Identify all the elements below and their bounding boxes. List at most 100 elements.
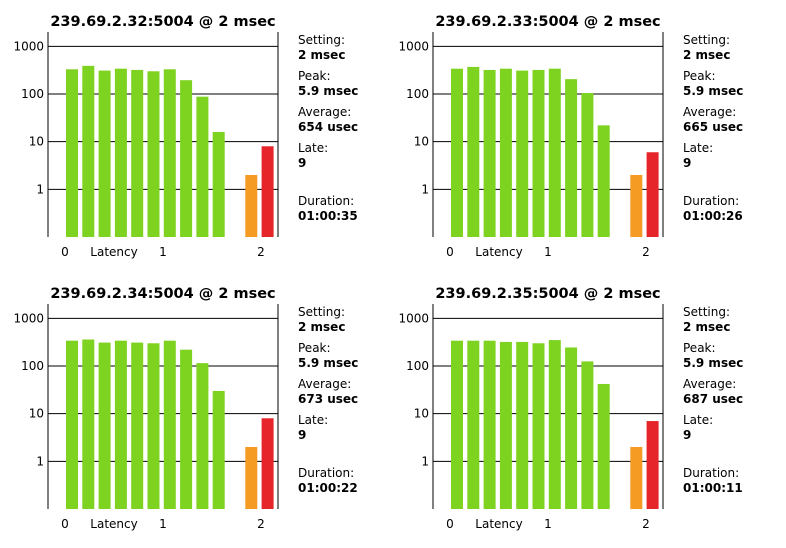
duration-value: 01:00:35: [298, 209, 358, 223]
x-tick-label: 1: [544, 517, 552, 531]
bar: [131, 69, 144, 238]
bar: [82, 339, 95, 509]
y-tick-label: 1000: [13, 39, 44, 53]
stats-block: Setting: 2 msec Peak: 5.9 msec Average: …: [298, 33, 390, 230]
bar: [532, 343, 545, 509]
x-tick-label: 2: [257, 245, 265, 259]
chart-title: 239.69.2.33:5004 @ 2 msec: [435, 14, 660, 30]
bar: [66, 340, 78, 509]
bar: [261, 146, 274, 237]
duration-value: 01:00:26: [683, 209, 743, 223]
setting-label: Setting:: [683, 305, 731, 319]
peak-value: 5.9 msec: [298, 84, 359, 98]
bar: [66, 69, 78, 238]
x-tick-label: 1: [544, 245, 552, 259]
setting-value: 2 msec: [683, 320, 731, 334]
late-label: Late:: [298, 141, 329, 155]
bar: [548, 68, 561, 238]
x-tick-label: 0: [61, 245, 69, 259]
x-tick-label: 2: [257, 517, 265, 531]
bar: [163, 340, 176, 509]
x-tick-label: 2: [642, 517, 650, 531]
y-tick-label: 1: [36, 182, 44, 196]
average-label: Average:: [298, 105, 352, 119]
bar: [261, 418, 274, 509]
average-value: 654 usec: [298, 120, 359, 134]
x-axis-label: Latency: [90, 245, 137, 259]
bar: [581, 93, 594, 237]
late-value: 9: [683, 156, 692, 170]
peak-label: Peak:: [683, 341, 716, 355]
average-label: Average:: [683, 105, 737, 119]
y-tick-label: 1000: [398, 39, 429, 53]
peak-value: 5.9 msec: [683, 84, 744, 98]
bar: [483, 69, 496, 238]
bar: [147, 343, 160, 509]
y-tick-label: 100: [21, 87, 44, 101]
latency-panel: 239.69.2.34:5004 @ 2 msec 1000 100 10 1 0 1 2 La…: [0, 272, 393, 546]
setting-value: 2 msec: [298, 48, 346, 62]
setting-value: 2 msec: [683, 48, 731, 62]
late-label: Late:: [683, 413, 714, 427]
peak-label: Peak:: [298, 341, 331, 355]
bar: [597, 383, 610, 509]
bar: [180, 349, 193, 509]
x-tick-label: 1: [159, 245, 167, 259]
late-value: 9: [298, 156, 307, 170]
bar: [646, 421, 659, 509]
duration-value: 01:00:22: [298, 481, 358, 495]
y-tick-label: 100: [406, 359, 429, 373]
bar: [98, 342, 111, 509]
bar: [597, 125, 610, 237]
bar: [114, 340, 127, 509]
bar: [114, 68, 127, 238]
duration-value: 01:00:11: [683, 481, 743, 495]
x-tick-label: 0: [446, 245, 454, 259]
bar: [630, 446, 643, 509]
peak-value: 5.9 msec: [683, 356, 744, 370]
y-tick-label: 100: [21, 359, 44, 373]
x-tick-label: 0: [446, 517, 454, 531]
bar: [548, 340, 561, 509]
y-tick-label: 10: [29, 407, 44, 421]
peak-value: 5.9 msec: [298, 356, 359, 370]
x-axis-label: Latency: [90, 517, 137, 531]
bar: [196, 96, 209, 237]
y-tick-label: 10: [414, 135, 429, 149]
bar: [451, 340, 463, 509]
average-label: Average:: [298, 377, 352, 391]
y-tick-label: 1: [36, 454, 44, 468]
late-value: 9: [683, 428, 692, 442]
bar: [212, 390, 225, 509]
average-value: 665 usec: [683, 120, 744, 134]
bar: [581, 361, 594, 509]
y-tick-label: 1000: [398, 311, 429, 325]
peak-label: Peak:: [298, 69, 331, 83]
duration-label: Duration:: [298, 194, 355, 208]
duration-label: Duration:: [683, 466, 740, 480]
late-label: Late:: [683, 141, 714, 155]
bar: [630, 174, 643, 237]
bar: [516, 341, 529, 509]
duration-label: Duration:: [298, 466, 355, 480]
x-tick-label: 2: [642, 245, 650, 259]
bar: [483, 340, 496, 509]
setting-value: 2 msec: [298, 320, 346, 334]
y-tick-label: 1: [421, 182, 429, 196]
y-tick-label: 10: [29, 135, 44, 149]
y-tick-label: 1000: [13, 311, 44, 325]
latency-panel: 239.69.2.33:5004 @ 2 msec 1000 100 10 1 0 1 2 La…: [385, 0, 778, 274]
bar: [196, 363, 209, 509]
bar: [245, 446, 258, 509]
average-label: Average:: [683, 377, 737, 391]
bar: [499, 68, 512, 238]
latency-panel: 239.69.2.35:5004 @ 2 msec 1000 100 10 1 0 1 2 La…: [385, 272, 778, 546]
setting-label: Setting:: [298, 33, 346, 47]
x-axis-label: Latency: [475, 517, 522, 531]
bar: [212, 131, 225, 237]
chart-title: 239.69.2.34:5004 @ 2 msec: [50, 286, 275, 302]
bar: [646, 152, 659, 237]
x-tick-label: 1: [159, 517, 167, 531]
